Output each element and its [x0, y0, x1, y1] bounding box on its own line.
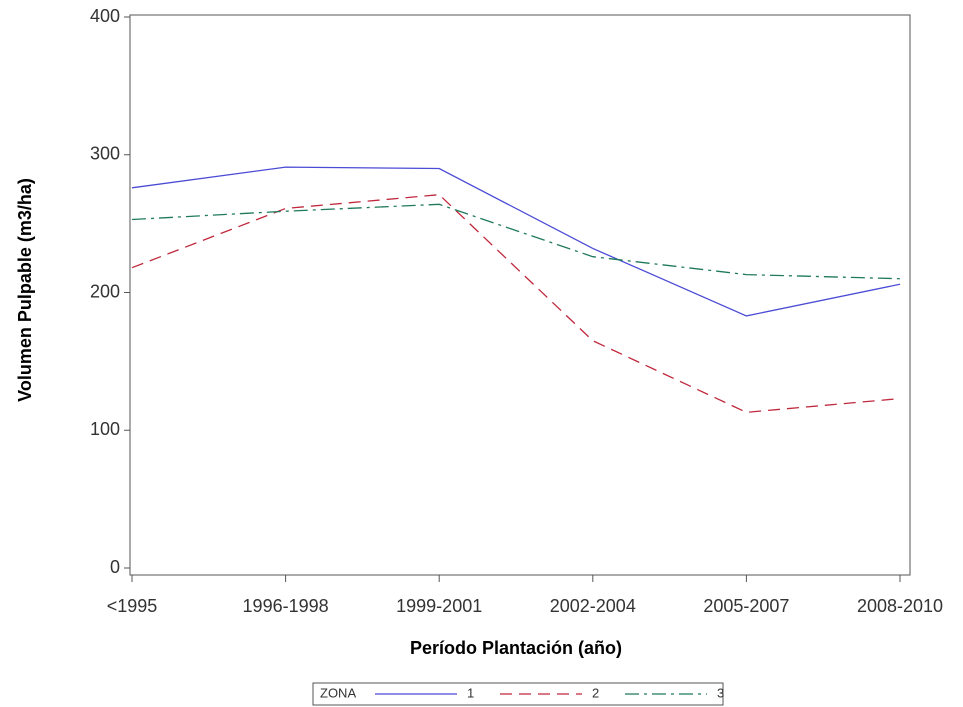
legend-title: ZONA: [320, 685, 356, 700]
x-tick-label: 1996-1998: [243, 596, 329, 616]
y-tick-label: 0: [110, 557, 120, 577]
y-tick-label: 100: [90, 419, 120, 439]
x-tick-label: <1995: [107, 596, 158, 616]
x-axis-title: Período Plantación (año): [410, 638, 622, 658]
x-tick-label: 1999-2001: [396, 596, 482, 616]
plot-frame: [129, 14, 911, 576]
legend-label: 2: [592, 685, 599, 700]
series-line: [131, 194, 901, 414]
x-tick-label: 2005-2007: [703, 596, 789, 616]
legend-box: [312, 682, 724, 706]
y-tick-label: 400: [90, 6, 120, 26]
x-tick-label: 2002-2004: [550, 596, 636, 616]
legend-label: 1: [467, 685, 474, 700]
y-tick-label: 300: [90, 144, 120, 164]
series-line: [131, 166, 901, 317]
legend-label: 3: [717, 685, 724, 700]
x-tick-label: 2008-2010: [857, 596, 943, 616]
y-tick-label: 200: [90, 281, 120, 301]
series-line: [131, 203, 901, 280]
y-axis-title: Volumen Pulpable (m3/ha): [15, 178, 35, 402]
